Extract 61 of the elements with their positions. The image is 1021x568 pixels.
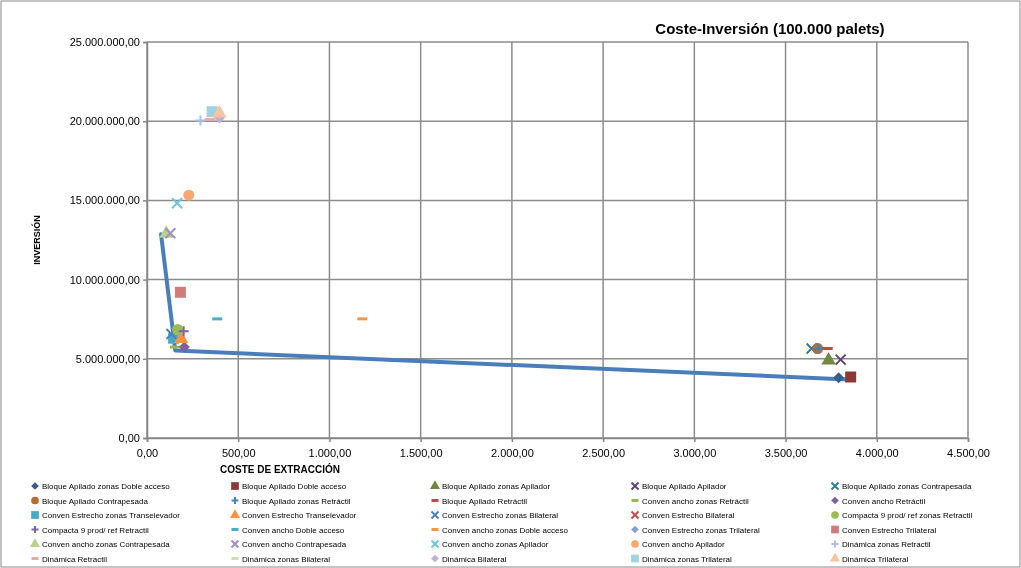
x-axis-title: COSTE DE EXTRACCIÓN [219, 463, 341, 475]
point [177, 325, 190, 338]
chart-title: Coste-Inversión (100.000 palets) [655, 20, 885, 37]
legend-label: Bloque Apilado Contrapesada [42, 496, 149, 506]
y-axis-title: INVERSIÓN [31, 215, 42, 265]
legend-label: Dinámica Bilateral [442, 554, 507, 564]
legend-label: Conven Estrecho zonas Transelevador [42, 511, 181, 520]
point [821, 352, 836, 365]
x-tick-label: 2.500,00 [582, 447, 626, 460]
point [164, 227, 177, 240]
legend-label: Compacta 9 prod/ ref zonas Retractil [842, 511, 973, 520]
legend-label: Conven Estrecho zonas Trilateral [642, 525, 761, 535]
legend-label: Conven ancho zonas Retráctil [642, 496, 749, 506]
legend-label: Bloque Apilado zonas Doble acceso [42, 482, 171, 491]
x-tick-label: 1.500,00 [399, 447, 443, 460]
legend-label: Bloque Apilado zonas Apilador [442, 482, 551, 491]
legend-label: Conven Estrecho Transelevador [242, 511, 357, 520]
point [165, 327, 178, 340]
legend-label: Bloque Apilado Retráctil [442, 496, 528, 506]
point [833, 372, 845, 384]
point [172, 324, 184, 335]
legend-label: Bloque Apilado Doble acceso [242, 482, 347, 491]
legend-label: Bloque Apilado zonas Retráctil [242, 496, 351, 506]
y-tick-label: 15.000.000,00 [69, 194, 140, 207]
legend-label: Conven Estrecho Bilateral [642, 511, 735, 520]
y-tick-label: 20.000.000,00 [69, 115, 140, 128]
legend-label: Dinámica zonas Trilateral [642, 554, 733, 564]
y-tick-label: 25.000.000,00 [69, 36, 140, 49]
legend-label: Conven Estrecho zonas Bilateral [442, 511, 559, 520]
x-tick-label: 0,00 [136, 447, 159, 460]
legend-label: Dinámica zonas Retractil [842, 540, 931, 549]
legend-label: Dinámica zonas Bilateral [242, 554, 331, 564]
legend-label: Dinámica Retractil [42, 554, 108, 564]
point [834, 353, 847, 366]
point [174, 286, 186, 298]
y-tick-label: 0,00 [118, 432, 140, 445]
legend-label: Dinámica Trilateral [842, 554, 909, 564]
point [183, 189, 195, 201]
legend-label: Conven ancho Doble acceso [242, 525, 345, 535]
legend-label: Bloque Apilado Apilador [642, 482, 727, 491]
x-tick-label: 2.000,00 [490, 447, 534, 460]
point [171, 197, 184, 210]
legend-label: Conven ancho Retráctil [842, 496, 926, 506]
legend-label: Conven ancho zonas Contrapesada [42, 540, 171, 549]
x-tick-label: 3.500,00 [764, 447, 808, 460]
x-tick-label: 4.500,00 [947, 447, 990, 460]
legend-label: Conven ancho zonas Doble acceso [442, 525, 569, 535]
point [845, 371, 857, 383]
legend-label: Conven Estrecho Trilateral [842, 525, 937, 535]
legend-label: Bloque Apilado zonas Contrapesada [842, 482, 972, 491]
legend-label: Conven ancho zonas Apilador [442, 540, 549, 549]
legend-label: Conven ancho Apilador [642, 540, 726, 549]
y-tick-label: 10.000.000,00 [69, 273, 140, 286]
x-tick-label: 1.000,00 [308, 447, 352, 460]
x-tick-label: 500,00 [221, 447, 256, 460]
legend-label: Conven ancho Contrapesada [242, 540, 347, 549]
legend-label: Compacta 9 prod/ ref Retractil [42, 525, 149, 535]
point [194, 114, 207, 127]
x-tick-label: 3.000,00 [673, 447, 717, 460]
y-tick-label: 5.000.000,00 [75, 352, 140, 365]
x-tick-label: 4.000,00 [855, 447, 899, 460]
